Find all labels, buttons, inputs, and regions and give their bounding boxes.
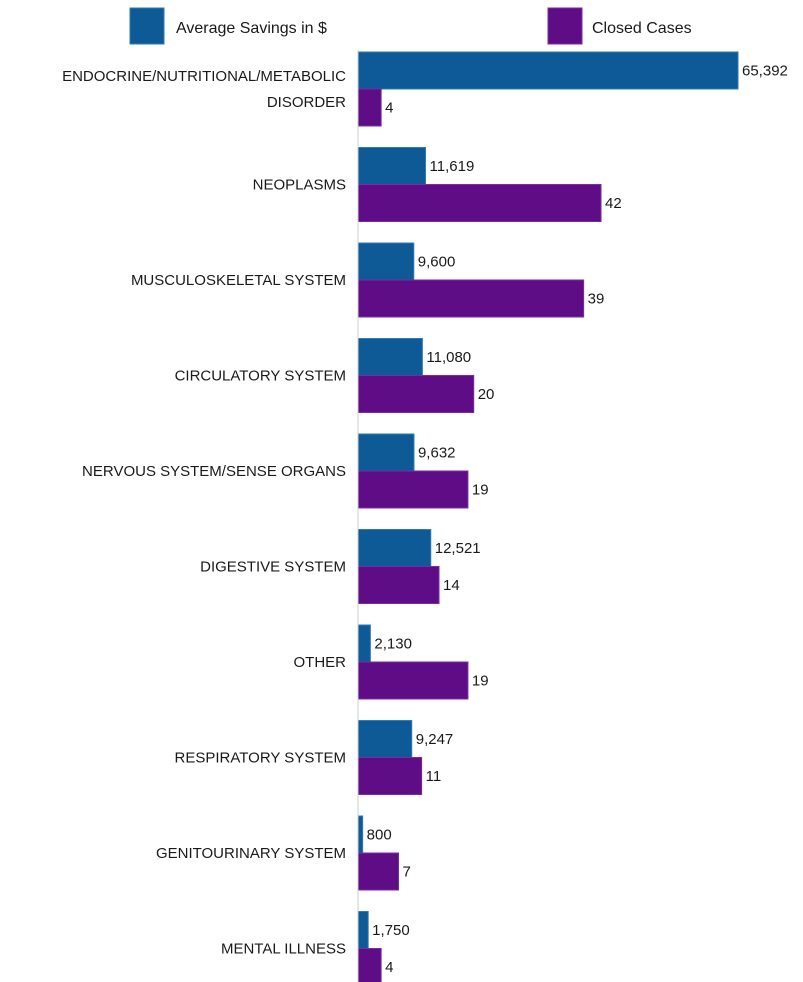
bar-closed-cases bbox=[358, 949, 381, 982]
value-label-closed-cases: 4 bbox=[385, 959, 393, 976]
legend-swatch-series-0 bbox=[130, 8, 164, 44]
legend: Average Savings in $ Closed Cases bbox=[130, 8, 692, 44]
value-label-average-savings: 11,619 bbox=[430, 158, 475, 175]
category-label: ENDOCRINE/NUTRITIONAL/METABOLIC bbox=[62, 68, 346, 85]
bar-average-savings bbox=[358, 816, 363, 853]
category-label: RESPIRATORY SYSTEM bbox=[175, 750, 346, 767]
value-label-closed-cases: 39 bbox=[588, 291, 605, 308]
value-label-average-savings: 65,392 bbox=[742, 63, 788, 80]
value-label-closed-cases: 19 bbox=[472, 673, 489, 690]
bar-closed-cases bbox=[358, 853, 399, 890]
bar-average-savings bbox=[358, 625, 370, 662]
value-label-average-savings: 9,632 bbox=[418, 445, 456, 462]
value-label-closed-cases: 19 bbox=[472, 482, 489, 499]
value-label-average-savings: 9,600 bbox=[418, 254, 456, 271]
value-label-average-savings: 800 bbox=[367, 827, 392, 844]
bar-closed-cases bbox=[358, 280, 584, 317]
bar-average-savings bbox=[358, 148, 426, 185]
bar-closed-cases bbox=[358, 567, 439, 604]
value-label-closed-cases: 7 bbox=[403, 864, 411, 881]
value-label-average-savings: 2,130 bbox=[374, 636, 412, 653]
category-labels: ENDOCRINE/NUTRITIONAL/METABOLIC DISORDER N… bbox=[62, 68, 346, 958]
value-label-average-savings: 12,521 bbox=[435, 540, 481, 557]
bar-closed-cases bbox=[358, 376, 474, 413]
value-label-average-savings: 11,080 bbox=[426, 349, 471, 366]
bar-closed-cases bbox=[358, 662, 468, 699]
bar-average-savings bbox=[358, 721, 412, 758]
category-label: NERVOUS SYSTEM/SENSE ORGANS bbox=[82, 463, 346, 480]
category-label: NEOPLASMS bbox=[253, 177, 346, 194]
bar-closed-cases bbox=[358, 758, 422, 795]
bar-average-savings bbox=[358, 530, 431, 567]
category-label: CIRCULATORY SYSTEM bbox=[175, 368, 346, 385]
legend-label-series-0: Average Savings in $ bbox=[176, 20, 327, 37]
legend-swatch-series-1 bbox=[548, 8, 582, 44]
category-label: DIGESTIVE SYSTEM bbox=[200, 559, 346, 576]
bar-closed-cases bbox=[358, 471, 468, 508]
value-label-closed-cases: 42 bbox=[605, 195, 622, 212]
bar-average-savings bbox=[358, 434, 414, 471]
category-label: MENTAL ILLNESS bbox=[221, 941, 346, 958]
legend-label-series-1: Closed Cases bbox=[592, 20, 692, 37]
category-label: DISORDER bbox=[267, 94, 346, 111]
bar-average-savings bbox=[358, 912, 368, 949]
bar-closed-cases bbox=[358, 89, 381, 126]
value-label-closed-cases: 20 bbox=[478, 386, 495, 403]
bar-average-savings bbox=[358, 243, 414, 280]
bar-average-savings bbox=[358, 339, 422, 376]
value-label-average-savings: 1,750 bbox=[372, 922, 410, 939]
category-label: GENITOURINARY SYSTEM bbox=[156, 845, 346, 862]
bar-average-savings bbox=[358, 52, 738, 89]
bars bbox=[358, 52, 738, 982]
value-label-closed-cases: 11 bbox=[426, 768, 442, 785]
value-label-closed-cases: 4 bbox=[385, 100, 393, 117]
value-label-average-savings: 9,247 bbox=[416, 731, 454, 748]
category-label: OTHER bbox=[294, 654, 347, 671]
bar-closed-cases bbox=[358, 185, 601, 222]
value-label-closed-cases: 14 bbox=[443, 577, 460, 594]
category-label: MUSCULOSKELETAL SYSTEM bbox=[131, 272, 346, 289]
